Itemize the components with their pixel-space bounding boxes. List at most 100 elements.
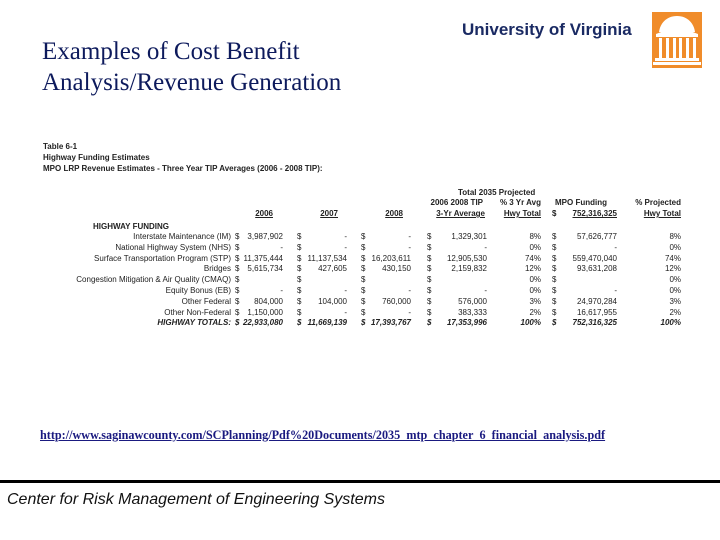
header-2006: 2006	[255, 209, 273, 218]
dollar-sign: $	[235, 232, 240, 241]
dollar-sign: $	[552, 318, 557, 328]
table-cell: 74%	[664, 253, 681, 263]
dollar-sign: $	[361, 275, 366, 285]
slide-title-line1: Examples of Cost Benefit	[42, 38, 300, 65]
table-cell: 3%	[529, 296, 541, 306]
header-pct-projected: % Projected	[635, 198, 681, 207]
header-hwy-total: Hwy Total	[503, 209, 541, 218]
dollar-sign: $	[552, 307, 557, 317]
dollar-sign: $	[297, 242, 302, 252]
row-label: Other Federal	[181, 296, 231, 306]
table-cell: -	[280, 242, 283, 252]
table-cell: 8%	[669, 232, 681, 241]
table-cell: 0%	[529, 286, 541, 295]
table-cell: 17,393,767	[370, 318, 411, 328]
table-cell: 100%	[520, 318, 541, 328]
table-cell: -	[614, 242, 617, 252]
table-cell: 17,353,996	[446, 318, 487, 328]
header-dollar: $	[552, 209, 557, 218]
table-cell: 3,987,902	[247, 232, 283, 241]
dollar-sign: $	[552, 232, 557, 241]
source-link[interactable]: http://www.saginawcounty.com/SCPlanning/…	[40, 428, 606, 442]
dollar-sign: $	[235, 307, 240, 317]
table-cell: 93,631,208	[576, 264, 617, 274]
dollar-sign: $	[297, 264, 302, 274]
dollar-sign: $	[552, 296, 557, 306]
dollar-sign: $	[427, 286, 432, 295]
dollar-sign: $	[427, 264, 432, 274]
dollar-sign: $	[297, 286, 302, 295]
rotunda-logo-icon	[652, 12, 702, 68]
dollar-sign: $	[235, 296, 240, 306]
dollar-sign: $	[427, 307, 432, 317]
table-cell: 1,150,000	[247, 307, 283, 317]
dollar-sign: $	[552, 286, 557, 295]
table-cell: 2%	[669, 307, 681, 317]
header-3yr-average: 3-Yr Average	[436, 209, 485, 218]
table-cell: 16,617,955	[576, 307, 617, 317]
table-cell: 383,333	[458, 307, 487, 317]
header-mpo-funding: MPO Funding	[555, 198, 607, 207]
table-cell: 0%	[529, 275, 541, 285]
dollar-sign: $	[427, 275, 432, 285]
table-cell: 430,150	[382, 264, 411, 274]
table-cell: 24,970,284	[576, 296, 617, 306]
dollar-sign: $	[297, 318, 302, 328]
footer-text: Center for Risk Management of Engineerin…	[7, 491, 385, 508]
table-cell: 100%	[660, 318, 681, 328]
table-cell: 0%	[529, 242, 541, 252]
table-cell: -	[280, 286, 283, 295]
slide-title: Examples of Cost Benefit Analysis/Revenu…	[42, 36, 442, 98]
dollar-sign: $	[297, 307, 302, 317]
table-cell: 0%	[669, 242, 681, 252]
header-proj-hwy-total: Hwy Total	[643, 209, 681, 218]
table-cell: 5,615,734	[247, 264, 283, 274]
table-cell: 752,316,325	[572, 318, 618, 328]
dollar-sign: $	[427, 232, 432, 241]
dollar-sign: $	[297, 232, 302, 241]
table-cell: -	[344, 307, 347, 317]
dollar-sign: $	[427, 253, 432, 263]
dollar-sign: $	[235, 253, 240, 263]
table-caption-subtitle: MPO LRP Revenue Estimates - Three Year T…	[43, 164, 323, 173]
header-tip-range: 2006 2008 TIP	[430, 198, 483, 207]
table-cell: 11,375,444	[243, 253, 283, 263]
table-cell: -	[408, 232, 411, 241]
dollar-sign: $	[361, 253, 366, 263]
dollar-sign: $	[235, 264, 240, 274]
table-cell: 559,470,040	[572, 253, 618, 263]
row-label: Congestion Mitigation & Air Quality (CMA…	[76, 275, 231, 285]
dollar-sign: $	[361, 286, 366, 295]
header-2007: 2007	[320, 209, 338, 218]
table-cell: 11,137,534	[307, 253, 347, 263]
table-cell: 57,626,777	[576, 232, 617, 241]
dollar-sign: $	[552, 242, 557, 252]
university-name: University of Virginia	[462, 20, 632, 39]
table-cell: 104,000	[318, 296, 347, 306]
dollar-sign: $	[235, 286, 240, 295]
table-cell: -	[408, 307, 411, 317]
header-total-projected: Total 2035 Projected	[458, 188, 536, 197]
table-cell: 760,000	[382, 296, 411, 306]
table-cell: 2,159,832	[451, 264, 487, 274]
table-cell: 0%	[669, 275, 681, 285]
header-2008: 2008	[385, 209, 403, 218]
table-cell: 22,933,080	[242, 318, 283, 328]
dollar-sign: $	[297, 275, 302, 285]
dollar-sign: $	[427, 318, 432, 328]
row-label: Equity Bonus (EB)	[165, 286, 231, 295]
dollar-sign: $	[361, 264, 366, 274]
table-cell: -	[614, 286, 617, 295]
table-cell: 804,000	[254, 296, 283, 306]
table-cell: 12%	[524, 264, 541, 274]
section-highway-funding: HIGHWAY FUNDING	[93, 222, 170, 231]
table-cell: 16,203,611	[371, 253, 411, 263]
dollar-sign: $	[235, 242, 240, 252]
dollar-sign: $	[297, 296, 302, 306]
dollar-sign: $	[235, 275, 240, 285]
table-cell: 12%	[664, 264, 681, 274]
dollar-sign: $	[297, 253, 302, 263]
slide-title-line2: Analysis/Revenue Generation	[42, 69, 342, 96]
table-cell: -	[408, 286, 411, 295]
table-cell: 11,669,139	[307, 318, 347, 328]
